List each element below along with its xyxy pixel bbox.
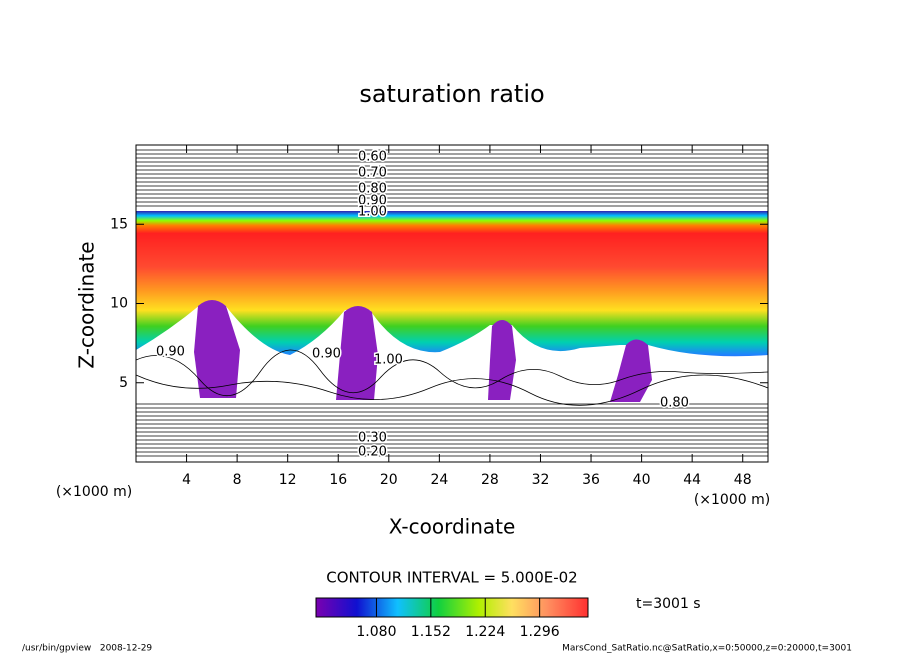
colorbar-tick-label: 1.224 (465, 624, 505, 640)
plume (488, 320, 516, 400)
colorbar-tick-label: 1.080 (356, 624, 396, 640)
contour-label: 0.90 (358, 194, 387, 209)
contour-label: 1.00 (358, 205, 387, 220)
plume (336, 306, 378, 400)
time-label: t=3001 s (636, 596, 701, 612)
contour-label: 0.60 (358, 150, 387, 165)
x-axis-label: X-coordinate (389, 515, 516, 539)
contour-label: 0.80 (660, 396, 689, 411)
clear-region (136, 305, 768, 462)
y-tick-label: 15 (110, 216, 128, 232)
x-tick-label: 48 (734, 472, 752, 488)
x-tick-label: 44 (683, 472, 701, 488)
x-tick-label: 24 (430, 472, 448, 488)
chart-title: saturation ratio (359, 80, 544, 108)
colorbar (315, 597, 589, 618)
contour-lines (135, 149, 769, 457)
y-tick-label: 5 (119, 375, 128, 391)
contour-label: 0.20 (358, 445, 387, 460)
x-tick-label: 20 (380, 472, 398, 488)
footer-left: /usr/bin/gpview 2008-12-29 (22, 644, 152, 654)
field (135, 149, 769, 462)
contour-label: 0.70 (358, 166, 387, 181)
contour-line (135, 349, 769, 396)
plume (194, 300, 240, 398)
x-unit-right: (×1000 m) (694, 492, 770, 508)
contour-label: 1.00 (374, 353, 403, 368)
x-tick-label: 28 (481, 472, 499, 488)
x-tick-label: 32 (532, 472, 550, 488)
contour-line (135, 374, 769, 406)
x-tick-label: 8 (233, 472, 242, 488)
footer-right: MarsCond_SatRatio.nc@SatRatio,x=0:50000,… (562, 644, 852, 654)
x-tick-label: 16 (329, 472, 347, 488)
x-tick-label: 12 (279, 472, 297, 488)
contour-interval: CONTOUR INTERVAL = 5.000E-02 (326, 569, 577, 587)
x-unit-left: (×1000 m) (56, 484, 132, 500)
x-tick-label: 40 (633, 472, 651, 488)
colorbar-tick-label: 1.296 (520, 624, 560, 640)
y-axis-label: Z-coordinate (75, 241, 99, 368)
y-tick-label: 10 (110, 296, 128, 312)
x-tick-label: 4 (182, 472, 191, 488)
colorbar-tick-label: 1.152 (411, 624, 451, 640)
contour-label: 0.90 (312, 347, 341, 362)
contour-label: 0.30 (358, 431, 387, 446)
x-tick-label: 36 (582, 472, 600, 488)
plume (610, 339, 652, 402)
contour-label: 0.80 (358, 182, 387, 197)
contour-label: 0.90 (156, 345, 185, 360)
